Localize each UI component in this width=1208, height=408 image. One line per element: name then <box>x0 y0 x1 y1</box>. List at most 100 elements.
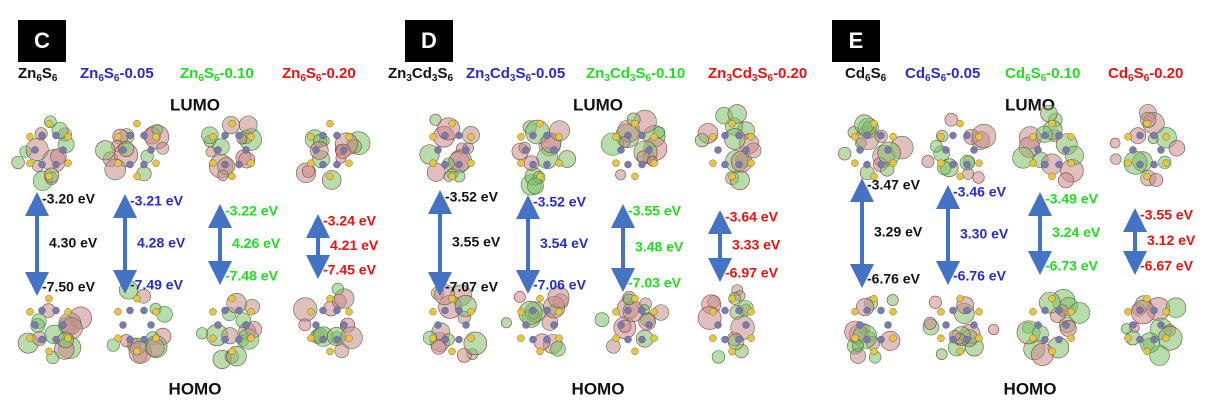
atom <box>715 322 722 329</box>
atom <box>1158 322 1165 329</box>
atom <box>148 147 155 154</box>
formula-part: S <box>1134 65 1144 82</box>
atom <box>544 161 551 168</box>
atom <box>222 336 229 343</box>
atom <box>346 308 353 315</box>
atom <box>851 308 858 315</box>
atom <box>60 147 67 154</box>
atom <box>877 132 884 139</box>
panel-label: D <box>421 28 437 53</box>
atom <box>624 132 631 139</box>
atom <box>1029 133 1036 140</box>
atom <box>551 322 558 329</box>
atom <box>1163 308 1170 315</box>
atom <box>1068 133 1075 140</box>
atom <box>729 348 736 355</box>
atom <box>950 336 957 343</box>
atom <box>1068 160 1075 167</box>
atom <box>45 295 52 302</box>
atom <box>236 161 243 168</box>
atom <box>1137 161 1144 168</box>
atom <box>976 160 983 167</box>
formula-part: Cd <box>610 65 630 82</box>
atom <box>543 307 550 314</box>
formula-part: S <box>1031 65 1041 82</box>
orbital-lobe <box>302 165 314 177</box>
atom <box>1143 120 1150 127</box>
atom <box>748 160 755 167</box>
atom <box>52 307 59 314</box>
atom <box>65 133 72 140</box>
atom <box>114 160 121 167</box>
atom <box>1150 307 1157 314</box>
homo-title: HOMO <box>169 379 222 398</box>
atom <box>748 335 755 342</box>
atom <box>463 147 470 154</box>
formula-part: Cd <box>1005 65 1025 82</box>
atom <box>529 132 536 139</box>
atom <box>523 322 530 329</box>
atom <box>1163 133 1170 140</box>
atom <box>429 133 436 140</box>
atom <box>639 161 646 168</box>
atom <box>851 335 858 342</box>
atom <box>556 160 563 167</box>
atom <box>449 173 456 180</box>
atom <box>429 160 436 167</box>
system-name: Zn3Cd3S6-0.20 <box>708 65 807 84</box>
lumo-energy: -3.21 eV <box>130 193 184 209</box>
atom <box>530 161 537 168</box>
atom <box>1163 335 1170 342</box>
atom <box>1041 132 1048 139</box>
formula-part: Zn <box>18 65 36 82</box>
atom <box>631 295 638 302</box>
homo-energy: -7.50 eV <box>42 279 96 295</box>
atom <box>736 336 743 343</box>
atom <box>52 132 59 139</box>
atom <box>222 161 229 168</box>
atom <box>517 308 524 315</box>
atom <box>890 335 897 342</box>
formula-part: Zn <box>180 65 198 82</box>
atom <box>625 336 632 343</box>
atom <box>333 132 340 139</box>
orbital-lobe <box>239 116 257 134</box>
atom <box>646 322 653 329</box>
atom <box>468 133 475 140</box>
lumo-title: LUMO <box>573 95 623 114</box>
atom <box>957 348 964 355</box>
atom <box>536 295 543 302</box>
atom <box>878 161 885 168</box>
atom <box>127 161 134 168</box>
atom <box>1136 307 1143 314</box>
atom <box>39 161 46 168</box>
band-gap: 3.54 eV <box>540 235 589 251</box>
atom <box>32 322 39 329</box>
atom <box>517 133 524 140</box>
atom <box>248 335 255 342</box>
atom <box>429 308 436 315</box>
atom <box>748 308 755 315</box>
lumo-energy: -3.64 eV <box>725 209 779 225</box>
system-name: Cd6S6-0.20 <box>1108 65 1183 84</box>
system-name: Zn3Cd3S6 <box>388 65 453 84</box>
atom <box>53 336 60 343</box>
lumo-title: LUMO <box>170 95 220 114</box>
atom <box>120 147 127 154</box>
orbital-lobe <box>887 294 898 305</box>
orbital-lobe <box>464 332 487 355</box>
orbital-lobe <box>936 349 947 360</box>
atom <box>864 336 871 343</box>
system-name: Zn6S6-0.05 <box>80 65 154 84</box>
formula-part: Cd <box>732 65 752 82</box>
orbital-lobe <box>695 133 708 146</box>
atom <box>963 307 970 314</box>
atom <box>964 161 971 168</box>
atom <box>153 160 160 167</box>
atom <box>153 335 160 342</box>
atom <box>1035 322 1042 329</box>
atom <box>709 335 716 342</box>
homo-energy: -6.76 eV <box>953 268 1007 284</box>
atom <box>612 133 619 140</box>
panel-label: E <box>849 28 864 53</box>
